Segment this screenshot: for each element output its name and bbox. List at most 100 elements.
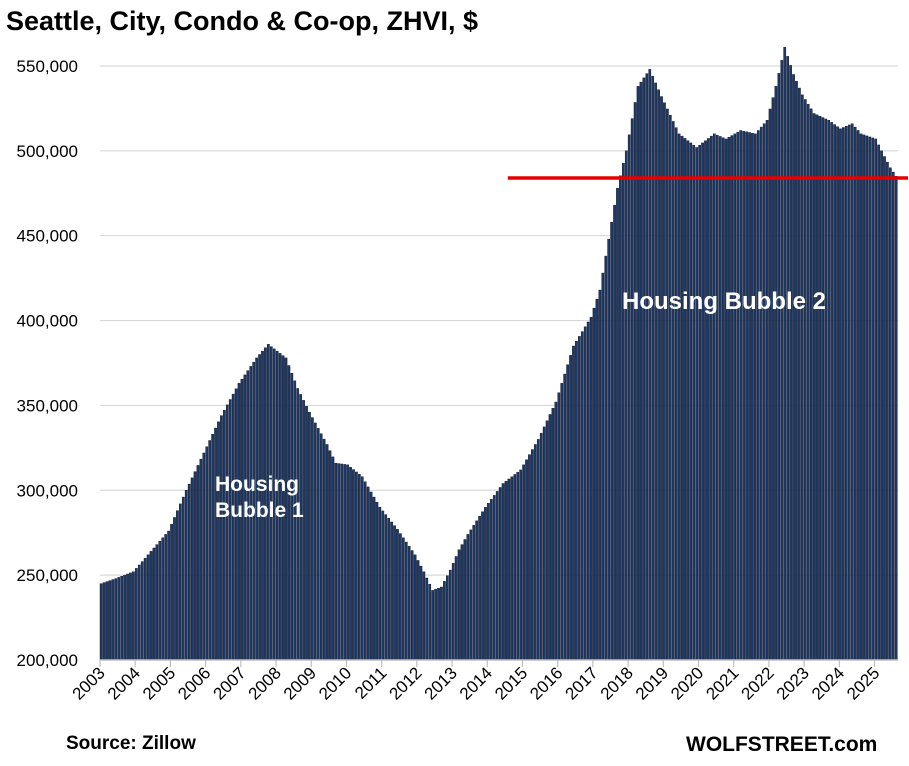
bar xyxy=(410,550,414,661)
bar xyxy=(654,82,657,661)
x-tick-label: 2014 xyxy=(456,663,496,703)
bar xyxy=(164,534,168,661)
bar xyxy=(636,86,640,661)
bar xyxy=(366,486,370,661)
bar xyxy=(390,521,393,661)
bar xyxy=(487,503,490,661)
bar xyxy=(490,499,493,661)
bar xyxy=(184,490,188,661)
bar xyxy=(129,572,132,661)
bar xyxy=(889,167,892,661)
bar xyxy=(375,501,379,661)
bar xyxy=(886,161,889,661)
x-tick-label: 2006 xyxy=(174,663,214,703)
bar xyxy=(437,587,440,661)
x-tick-label: 2011 xyxy=(351,663,390,702)
bar xyxy=(724,138,728,661)
bar xyxy=(334,462,338,661)
bar xyxy=(803,99,807,661)
bar xyxy=(516,471,520,661)
bar xyxy=(578,336,581,661)
bar xyxy=(463,539,467,661)
bar xyxy=(161,537,165,661)
x-tick-label: 2025 xyxy=(843,663,883,703)
bar xyxy=(378,507,382,661)
bar xyxy=(302,400,305,661)
bar xyxy=(648,69,652,661)
bar xyxy=(308,412,311,661)
bar xyxy=(789,65,792,661)
bar xyxy=(120,576,124,661)
bar xyxy=(633,102,637,661)
bar xyxy=(299,394,302,661)
bar xyxy=(231,393,235,661)
bar xyxy=(592,307,596,661)
bar xyxy=(176,510,179,661)
bar xyxy=(580,331,584,661)
bar xyxy=(199,458,203,661)
bar xyxy=(457,549,461,661)
bar xyxy=(152,547,156,661)
bar xyxy=(401,537,405,661)
bar xyxy=(850,123,854,661)
bar xyxy=(815,114,819,661)
bar xyxy=(666,108,669,661)
bar xyxy=(413,554,417,661)
bar xyxy=(372,496,376,661)
bar xyxy=(894,176,898,661)
bar xyxy=(170,524,173,661)
x-tick-label: 2023 xyxy=(773,663,813,703)
bar xyxy=(551,408,555,661)
bar xyxy=(642,77,646,661)
bar xyxy=(575,341,578,661)
bar xyxy=(296,388,300,661)
bar xyxy=(440,586,443,661)
bar xyxy=(727,137,731,661)
bar xyxy=(630,118,634,661)
bar xyxy=(443,581,446,661)
bar xyxy=(340,463,344,661)
bar xyxy=(871,137,875,661)
bar xyxy=(190,477,194,661)
bar xyxy=(674,127,678,661)
bar xyxy=(712,133,716,661)
chart-title: Seattle, City, Condo & Co-op, ZHVI, $ xyxy=(6,6,479,36)
brand-label: WOLFSTREET.com xyxy=(686,733,878,756)
bar xyxy=(583,326,587,661)
bar xyxy=(346,464,349,661)
bar xyxy=(445,575,449,661)
bar xyxy=(158,540,162,661)
bar xyxy=(754,133,757,661)
bar xyxy=(234,388,238,661)
bar xyxy=(311,417,314,661)
bar xyxy=(701,142,704,661)
bar xyxy=(513,474,517,661)
bar xyxy=(111,579,115,661)
bar xyxy=(847,124,851,661)
bar xyxy=(891,171,895,661)
bar xyxy=(795,81,798,661)
bar xyxy=(683,138,687,661)
bar xyxy=(557,392,561,661)
bar xyxy=(645,73,649,661)
y-axis: 200,000 250,000 300,000 350,000 400,000 450,0… xyxy=(17,57,78,670)
y-tick-label: 450,000 xyxy=(17,227,78,246)
bar xyxy=(595,298,599,661)
bar xyxy=(217,421,220,661)
bar xyxy=(745,131,748,661)
bar xyxy=(193,471,197,661)
bar xyxy=(196,465,200,661)
bar xyxy=(721,137,725,661)
bar xyxy=(762,123,766,661)
x-tick-label: 2007 xyxy=(209,663,249,703)
bar xyxy=(102,582,106,661)
bar xyxy=(105,581,109,661)
bar xyxy=(663,102,666,661)
bar xyxy=(660,96,663,661)
bar xyxy=(865,135,869,661)
bar xyxy=(572,345,575,661)
bar xyxy=(610,221,613,661)
bar xyxy=(607,238,611,661)
x-tick-label: 2004 xyxy=(104,663,144,703)
bar xyxy=(343,464,347,661)
